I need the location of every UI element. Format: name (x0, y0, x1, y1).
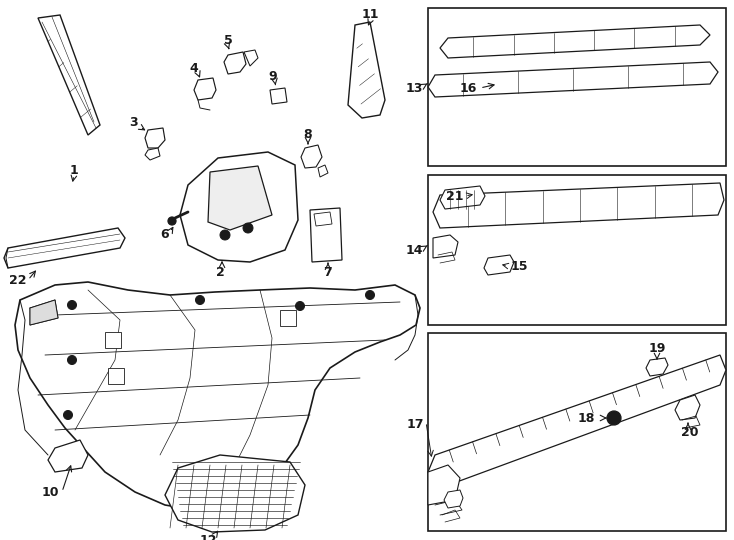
Circle shape (68, 355, 76, 364)
Text: 2: 2 (216, 266, 225, 279)
Circle shape (243, 223, 253, 233)
Text: 19: 19 (648, 341, 666, 354)
Polygon shape (314, 212, 332, 226)
Text: 1: 1 (70, 164, 79, 177)
Circle shape (64, 410, 73, 420)
Bar (108, 368, 124, 384)
Text: 17: 17 (407, 418, 424, 431)
Text: 10: 10 (41, 485, 59, 498)
Polygon shape (4, 228, 125, 268)
Text: 22: 22 (10, 273, 26, 287)
Polygon shape (348, 22, 385, 118)
Polygon shape (244, 50, 258, 66)
Circle shape (366, 291, 374, 300)
Text: 11: 11 (361, 9, 379, 22)
Polygon shape (444, 490, 463, 508)
Polygon shape (484, 255, 514, 275)
Circle shape (168, 217, 176, 225)
Text: 4: 4 (189, 62, 198, 75)
Polygon shape (646, 358, 668, 376)
Polygon shape (208, 166, 272, 230)
Text: 18: 18 (578, 411, 595, 424)
Polygon shape (310, 208, 342, 262)
Polygon shape (428, 355, 726, 490)
Polygon shape (270, 88, 287, 104)
Circle shape (220, 230, 230, 240)
Text: 6: 6 (161, 228, 170, 241)
Text: 15: 15 (510, 260, 528, 273)
Polygon shape (38, 15, 100, 135)
Bar (428, 175, 726, 325)
Polygon shape (433, 235, 458, 258)
Bar (280, 310, 296, 326)
Text: 16: 16 (459, 82, 476, 94)
Polygon shape (440, 186, 485, 209)
Text: 9: 9 (269, 70, 277, 83)
Polygon shape (30, 300, 58, 325)
Text: 13: 13 (406, 82, 423, 94)
Polygon shape (145, 148, 160, 160)
Bar (428, 8, 726, 166)
Bar (105, 332, 121, 348)
Polygon shape (433, 183, 724, 228)
Polygon shape (428, 62, 718, 97)
Polygon shape (194, 78, 216, 100)
Text: 12: 12 (199, 534, 217, 540)
Polygon shape (145, 128, 165, 148)
Circle shape (195, 295, 205, 305)
Polygon shape (428, 465, 460, 505)
Polygon shape (180, 152, 298, 262)
Bar (428, 333, 726, 531)
Polygon shape (318, 165, 328, 177)
Circle shape (607, 411, 621, 425)
Text: 5: 5 (224, 33, 233, 46)
Text: 21: 21 (446, 190, 464, 202)
Text: 14: 14 (405, 244, 423, 256)
Polygon shape (165, 455, 305, 532)
Polygon shape (15, 282, 420, 510)
Text: 20: 20 (681, 426, 699, 438)
Circle shape (68, 300, 76, 309)
Polygon shape (301, 145, 322, 168)
Circle shape (296, 301, 305, 310)
Text: 3: 3 (130, 116, 138, 129)
Polygon shape (440, 25, 710, 58)
Polygon shape (675, 395, 700, 420)
Text: 7: 7 (324, 266, 333, 279)
Text: 8: 8 (304, 129, 312, 141)
Polygon shape (224, 52, 246, 74)
Polygon shape (48, 440, 88, 472)
